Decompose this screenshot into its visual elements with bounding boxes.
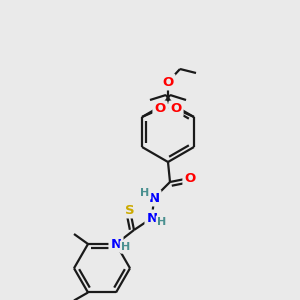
Text: N: N [148, 191, 160, 205]
Text: H: H [140, 188, 150, 198]
Text: H: H [122, 242, 130, 252]
Text: O: O [162, 76, 174, 88]
Text: N: N [110, 238, 122, 250]
Text: O: O [154, 103, 166, 116]
Text: N: N [146, 212, 158, 224]
Text: O: O [184, 172, 196, 184]
Text: O: O [170, 103, 182, 116]
Text: H: H [158, 217, 166, 227]
Text: S: S [125, 203, 135, 217]
